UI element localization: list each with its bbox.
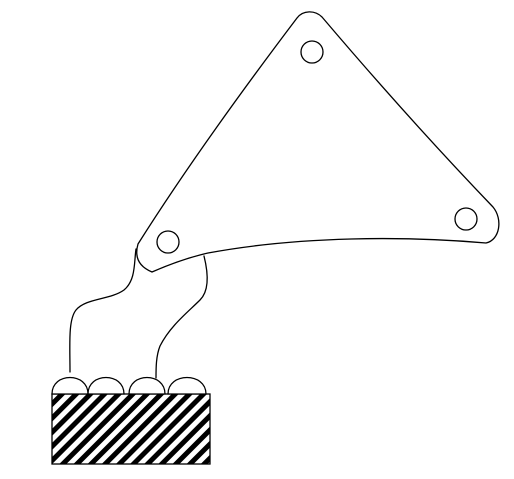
plate-hole-left: [156, 230, 180, 254]
triangular-plate: [136, 11, 500, 273]
right-wire: [155, 255, 208, 379]
contact-bump-3: [128, 377, 166, 395]
contact-bump-4: [167, 376, 207, 395]
left-wire: [69, 248, 137, 373]
plate-hole-right: [454, 207, 478, 231]
contact-bump-2: [87, 377, 125, 395]
plate-hole-top: [300, 40, 324, 64]
base-block: [52, 394, 210, 464]
contact-bump-1: [51, 377, 89, 395]
